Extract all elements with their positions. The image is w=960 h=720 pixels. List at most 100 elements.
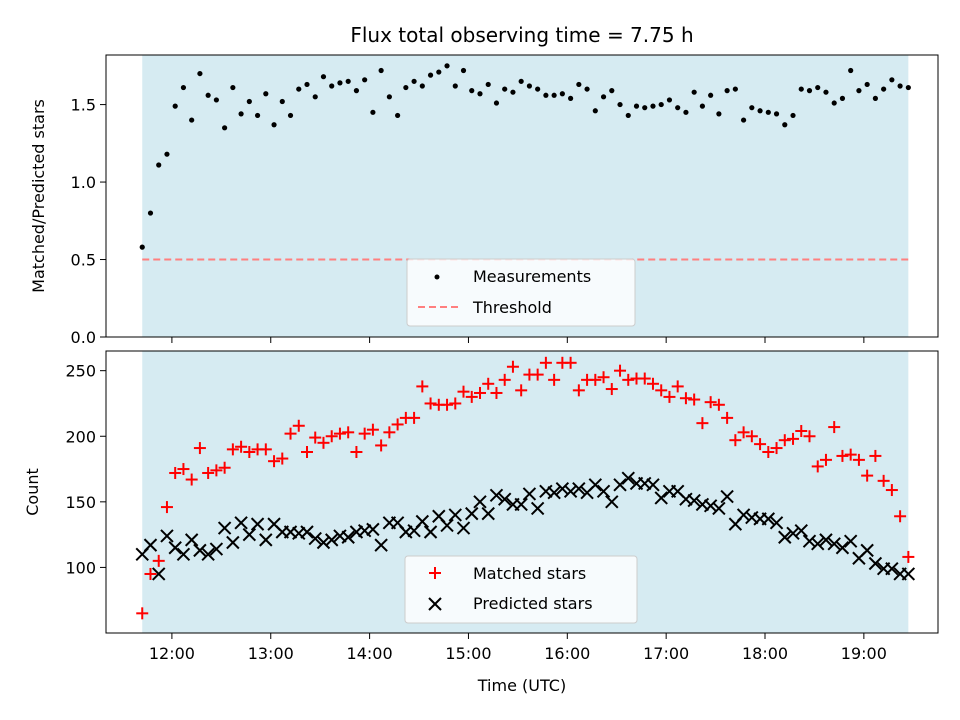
measurement-point bbox=[576, 81, 582, 88]
measurement-point bbox=[782, 122, 788, 128]
matched-star-point bbox=[473, 386, 486, 399]
chart-title: Flux total observing time = 7.75 h bbox=[350, 23, 693, 47]
measurement-point bbox=[320, 74, 327, 80]
predicted-star-point bbox=[547, 485, 561, 500]
matched-star-point bbox=[770, 442, 783, 455]
matched-star-point bbox=[292, 419, 305, 432]
x-tick-label: 16:00 bbox=[544, 644, 590, 663]
predicted-star-point bbox=[588, 478, 603, 492]
matched-star-point bbox=[268, 455, 281, 468]
matched-star-point bbox=[350, 445, 363, 458]
matched-star-point bbox=[136, 607, 149, 620]
matched-star-point bbox=[795, 425, 808, 438]
matched-star-point bbox=[729, 434, 742, 447]
measurement-point bbox=[477, 91, 483, 97]
matched-star-point bbox=[614, 364, 627, 377]
predicted-star-point bbox=[341, 530, 355, 544]
matched-star-point bbox=[688, 393, 701, 406]
predicted-star-point bbox=[827, 537, 841, 551]
matched-star-point bbox=[408, 411, 421, 424]
matched-star-point bbox=[441, 398, 454, 411]
measurement-point bbox=[691, 89, 697, 95]
measurement-point bbox=[716, 111, 722, 117]
matched-star-point bbox=[564, 356, 577, 369]
measurement-point bbox=[658, 101, 664, 108]
measurement-point bbox=[790, 112, 796, 119]
matched-star-point bbox=[506, 360, 519, 373]
x-tick-label: 13:00 bbox=[248, 644, 294, 663]
matched-star-point bbox=[317, 436, 330, 449]
measurement-point bbox=[469, 88, 475, 94]
legend-threshold-label: Threshold bbox=[472, 298, 552, 317]
measurement-point bbox=[864, 81, 870, 88]
top-axes-frame bbox=[105, 54, 939, 338]
matched-star-point bbox=[696, 417, 709, 430]
matched-star-point bbox=[844, 448, 857, 461]
measurement-point bbox=[362, 77, 368, 83]
measurement-point bbox=[238, 111, 244, 117]
measurement-point bbox=[600, 94, 607, 100]
matched-star-point bbox=[218, 461, 231, 474]
measurement-point bbox=[139, 244, 145, 250]
matched-star-point bbox=[787, 432, 800, 445]
matched-star-point bbox=[144, 567, 157, 580]
matched-star-point bbox=[309, 431, 322, 444]
predicted-star-point bbox=[217, 521, 232, 535]
matched-star-point bbox=[622, 373, 635, 386]
measurement-point bbox=[708, 92, 714, 98]
matched-star-point bbox=[235, 440, 248, 453]
predicted-star-point bbox=[687, 493, 701, 508]
measurement-point bbox=[189, 117, 195, 123]
matched-star-point bbox=[226, 443, 239, 456]
predicted-star-point bbox=[176, 547, 191, 562]
measurement-point bbox=[485, 81, 491, 88]
predicted-star-point bbox=[794, 523, 808, 538]
measurement-point bbox=[535, 86, 541, 92]
matched-star-point bbox=[894, 510, 907, 523]
x-tick-label: 12:00 bbox=[149, 644, 195, 663]
measurement-point bbox=[263, 91, 269, 97]
y-tick-label: 1.5 bbox=[71, 96, 96, 115]
y-tick-label: 1.0 bbox=[71, 173, 96, 192]
matched-star-point bbox=[391, 418, 404, 431]
matched-star-point bbox=[663, 390, 676, 403]
measurement-point bbox=[510, 89, 516, 95]
matched-star-point bbox=[366, 423, 379, 436]
x-tick-label: 15:00 bbox=[445, 644, 491, 663]
legend-predicted-label: Predicted stars bbox=[473, 594, 593, 613]
measurement-point bbox=[765, 109, 771, 115]
top-x-ticks bbox=[171, 337, 865, 343]
matched-star-point bbox=[424, 397, 437, 410]
measurement-point bbox=[905, 84, 911, 91]
top-legend-box bbox=[406, 258, 636, 327]
bottom-legend-box bbox=[404, 555, 638, 624]
predicted-star-point bbox=[415, 514, 430, 529]
top-legend: Measurements Threshold bbox=[406, 258, 636, 327]
measurement-point bbox=[592, 108, 598, 114]
measurement-point bbox=[650, 103, 656, 109]
matched-star-point bbox=[597, 371, 610, 384]
matched-star-point bbox=[721, 411, 734, 424]
measurement-point bbox=[304, 81, 310, 88]
predicted-star-point bbox=[786, 526, 800, 541]
predicted-star-point bbox=[440, 518, 454, 533]
predicted-star-point bbox=[160, 529, 174, 543]
matched-star-point bbox=[811, 460, 824, 473]
y-tick-label: 200 bbox=[65, 427, 96, 446]
legend-predicted-marker bbox=[428, 597, 442, 611]
predicted-star-point bbox=[860, 543, 874, 558]
predicted-star-point bbox=[489, 488, 504, 502]
measurement-point bbox=[848, 67, 854, 74]
matched-star-point bbox=[828, 421, 841, 434]
measurement-point bbox=[312, 94, 318, 100]
measurement-point bbox=[749, 105, 755, 111]
matched-star-point bbox=[704, 396, 717, 409]
measurement-point bbox=[897, 83, 903, 89]
measurement-point bbox=[609, 88, 615, 94]
matched-star-point bbox=[548, 373, 561, 386]
predicted-star-point bbox=[184, 533, 199, 547]
predicted-star-point bbox=[423, 525, 438, 539]
x-tick-label: 18:00 bbox=[742, 644, 788, 663]
predicted-star-point bbox=[300, 525, 314, 539]
